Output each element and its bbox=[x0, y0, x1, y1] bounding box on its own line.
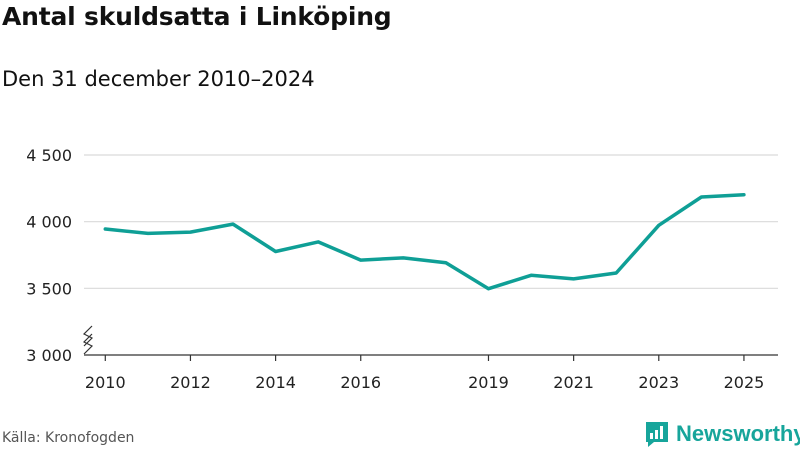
data-point bbox=[743, 194, 745, 196]
data-point bbox=[572, 278, 574, 280]
x-tick-label: 2019 bbox=[468, 373, 509, 392]
x-tick-label: 2025 bbox=[724, 373, 765, 392]
x-tick-label: 2023 bbox=[638, 373, 679, 392]
data-point bbox=[530, 274, 532, 276]
x-tick-label: 2010 bbox=[85, 373, 126, 392]
chart-title: Antal skuldsatta i Linköping bbox=[2, 2, 392, 31]
data-point bbox=[615, 272, 617, 274]
data-point bbox=[445, 262, 447, 264]
x-tick-label: 2021 bbox=[553, 373, 594, 392]
chart-subtitle: Den 31 december 2010–2024 bbox=[2, 67, 315, 91]
data-point bbox=[147, 232, 149, 234]
line-chart: 3 000 3 500 4 000 4 500 2010 2012 2014 2016 2019… bbox=[26, 146, 778, 392]
data-point bbox=[104, 228, 106, 230]
data-point bbox=[487, 288, 489, 290]
newsworthy-logo-icon bbox=[646, 422, 668, 447]
brand-name: Newsworthy bbox=[676, 421, 800, 446]
x-tick-label: 2014 bbox=[255, 373, 296, 392]
y-tick-label: 4 500 bbox=[26, 146, 72, 165]
data-point bbox=[360, 259, 362, 261]
data-point bbox=[232, 223, 234, 225]
y-tick-label: 3 000 bbox=[26, 346, 72, 365]
data-point bbox=[700, 196, 702, 198]
x-tick-label: 2012 bbox=[170, 373, 211, 392]
data-point bbox=[402, 257, 404, 259]
axis-break-icon bbox=[82, 325, 94, 347]
data-point bbox=[317, 241, 319, 243]
data-point bbox=[189, 231, 191, 233]
source-note: Källa: Kronofogden bbox=[2, 430, 135, 446]
x-tick-label: 2016 bbox=[340, 373, 381, 392]
y-tick-label: 4 000 bbox=[26, 213, 72, 232]
y-tick-label: 3 500 bbox=[26, 279, 72, 298]
data-point bbox=[274, 250, 276, 252]
series-line bbox=[103, 192, 746, 291]
brand: Newsworthy bbox=[644, 420, 800, 448]
axis-break-icon bbox=[82, 333, 94, 355]
data-point bbox=[658, 224, 660, 226]
